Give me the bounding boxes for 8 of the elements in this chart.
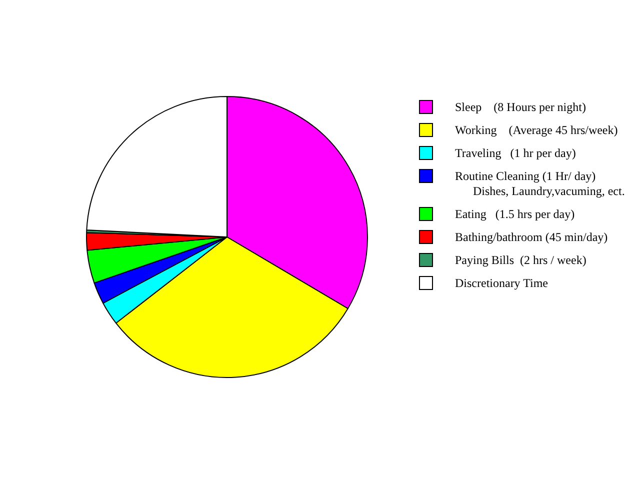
legend-label: Discretionary Time <box>455 276 548 291</box>
legend-label: Routine Cleaning (1 Hr/ day) Dishes, Laundry,vacuming, ect. <box>455 169 625 199</box>
legend-label: Paying Bills (2 hrs / week) <box>455 253 586 268</box>
legend-label: Traveling (1 hr per day) <box>455 146 576 161</box>
legend-label: Working (Average 45 hrs/week) <box>455 123 618 138</box>
legend-label: Sleep (8 Hours per night) <box>455 100 586 115</box>
legend-label: Eating (1.5 hrs per day) <box>455 207 575 222</box>
legend-label: Bathing/bathroom (45 min/day) <box>455 230 608 245</box>
